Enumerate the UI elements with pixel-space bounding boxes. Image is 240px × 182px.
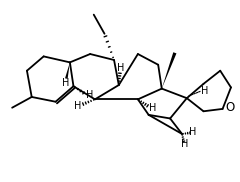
Text: O: O (225, 101, 235, 114)
Text: H: H (181, 139, 188, 149)
Text: H: H (117, 63, 124, 73)
Text: H: H (189, 126, 197, 136)
Polygon shape (162, 52, 176, 89)
Text: H: H (201, 86, 209, 96)
Text: H: H (149, 103, 157, 113)
Text: H: H (62, 78, 69, 88)
Polygon shape (65, 62, 70, 79)
Text: H: H (74, 101, 81, 111)
Text: H: H (85, 90, 93, 100)
